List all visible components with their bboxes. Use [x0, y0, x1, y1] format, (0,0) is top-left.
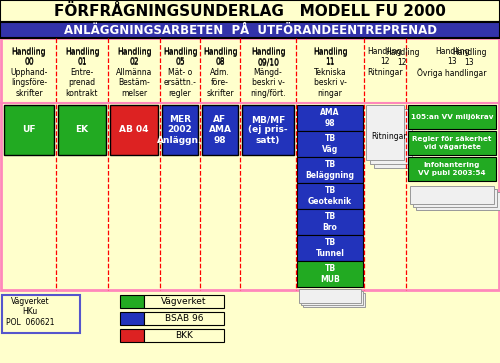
Text: FÖRFRÅGNINGSUNDERLAG   MODELL FU 2000: FÖRFRÅGNINGSUNDERLAG MODELL FU 2000	[54, 4, 446, 19]
Text: Vägverket: Vägverket	[161, 297, 207, 306]
Bar	[144, 312, 224, 325]
Text: AF
AMA
98: AF AMA 98	[208, 115, 232, 145]
Bar	[144, 329, 224, 342]
Bar	[374, 113, 412, 168]
Text: MB/MF
(ej pris-
satt): MB/MF (ej pris- satt)	[248, 115, 288, 145]
Bar	[120, 329, 144, 342]
Text: Handling
11: Handling 11	[313, 47, 347, 66]
Text: BSAB 96: BSAB 96	[165, 314, 203, 323]
Text: TB
Väg: TB Väg	[322, 134, 338, 154]
Bar	[299, 289, 361, 303]
Bar	[2, 295, 80, 333]
Text: Handling
12: Handling 12	[385, 48, 420, 68]
Text: MER
2002
Anläggn.: MER 2002 Anläggn.	[158, 115, 202, 145]
Bar	[120, 312, 144, 325]
Text: 105:an VV miljökrav: 105:an VV miljökrav	[411, 114, 493, 120]
Text: TB
Beläggning: TB Beläggning	[306, 160, 354, 180]
Bar	[366, 105, 404, 160]
Bar	[410, 186, 494, 204]
Text: Handling
02: Handling 02	[117, 48, 151, 68]
Bar	[4, 105, 54, 155]
Text: Handling
00: Handling 00	[12, 48, 46, 68]
Text: Handling
05: Handling 05	[163, 48, 197, 68]
Text: Mängd-
beskri v-
ning/fört.: Mängd- beskri v- ning/fört.	[250, 68, 286, 98]
Text: Upphand-
lingsföre-
skrifter: Upphand- lingsföre- skrifter	[10, 68, 48, 98]
Bar	[58, 105, 106, 155]
Text: Handling
08: Handling 08	[203, 48, 237, 68]
Text: Adm.
före-
skrifter: Adm. före- skrifter	[206, 68, 234, 98]
Text: EK: EK	[76, 126, 88, 135]
Text: Tekniska
beskri v-
ningar: Tekniska beskri v- ningar	[314, 68, 346, 98]
Bar	[162, 105, 198, 155]
Bar	[408, 131, 496, 155]
Text: Handling
13: Handling 13	[452, 48, 486, 68]
Bar	[297, 157, 363, 183]
Text: Vägverket
HKu
POL  060621: Vägverket HKu POL 060621	[6, 297, 54, 327]
Text: AB 04: AB 04	[120, 126, 149, 135]
Text: Entre-
prenad
kontrakt: Entre- prenad kontrakt	[66, 68, 98, 98]
Text: Infohantering
VV publ 2003:54: Infohantering VV publ 2003:54	[418, 163, 486, 175]
Bar	[297, 105, 363, 131]
Bar	[416, 192, 500, 210]
Text: Handling
00: Handling 00	[12, 47, 46, 66]
Text: Handling
11: Handling 11	[313, 48, 347, 68]
Text: Handling
09/10: Handling 09/10	[251, 47, 285, 66]
Text: AMA
98: AMA 98	[320, 108, 340, 128]
Bar	[0, 0, 500, 22]
Bar	[110, 105, 158, 155]
Bar	[297, 183, 363, 209]
Bar	[242, 105, 294, 155]
Bar	[413, 189, 497, 207]
Text: Handling
02: Handling 02	[117, 47, 151, 66]
Text: Allmänna
Bestäm-
melser: Allmänna Bestäm- melser	[116, 68, 152, 98]
Bar	[144, 295, 224, 308]
Text: Handling
05: Handling 05	[163, 47, 197, 66]
Text: Mät- o
ersättn.-
regler: Mät- o ersättn.- regler	[164, 68, 196, 98]
Text: Övriga handlingar: Övriga handlingar	[417, 68, 487, 78]
Bar	[0, 22, 500, 38]
Text: Handling
08: Handling 08	[203, 47, 237, 66]
Bar	[408, 105, 496, 129]
Text: Handling
01: Handling 01	[65, 47, 99, 66]
Bar	[408, 157, 496, 181]
Text: BKK: BKK	[175, 331, 193, 340]
Text: UF: UF	[22, 126, 36, 135]
Bar	[297, 261, 363, 287]
Bar	[120, 295, 144, 308]
Bar	[370, 109, 408, 164]
Text: Handling
13: Handling 13	[435, 47, 469, 66]
Text: Regler för säkerhet
vid vägarbete: Regler för säkerhet vid vägarbete	[412, 136, 492, 150]
Bar	[202, 105, 238, 155]
Text: TB
Geoteknik: TB Geoteknik	[308, 186, 352, 206]
Text: TB
Tunnel: TB Tunnel	[316, 238, 344, 258]
Text: Handling
12: Handling 12	[368, 47, 402, 66]
Bar	[301, 291, 363, 305]
Text: Ritningar: Ritningar	[371, 132, 407, 141]
Text: ANLÄGGNINGSARBETEN  PÅ  UTFÖRANDEENTREPRENAD: ANLÄGGNINGSARBETEN PÅ UTFÖRANDEENTREPREN…	[64, 24, 436, 37]
Bar	[297, 131, 363, 157]
Text: Handling
01: Handling 01	[65, 48, 99, 68]
Bar	[303, 293, 365, 307]
Text: TB
Bro: TB Bro	[322, 212, 338, 232]
Bar	[297, 209, 363, 235]
Text: Handling
09/10: Handling 09/10	[251, 48, 285, 68]
Bar	[297, 235, 363, 261]
Bar	[1, 38, 499, 290]
Text: Ritningar: Ritningar	[367, 68, 403, 77]
Text: TB
MUB: TB MUB	[320, 264, 340, 284]
